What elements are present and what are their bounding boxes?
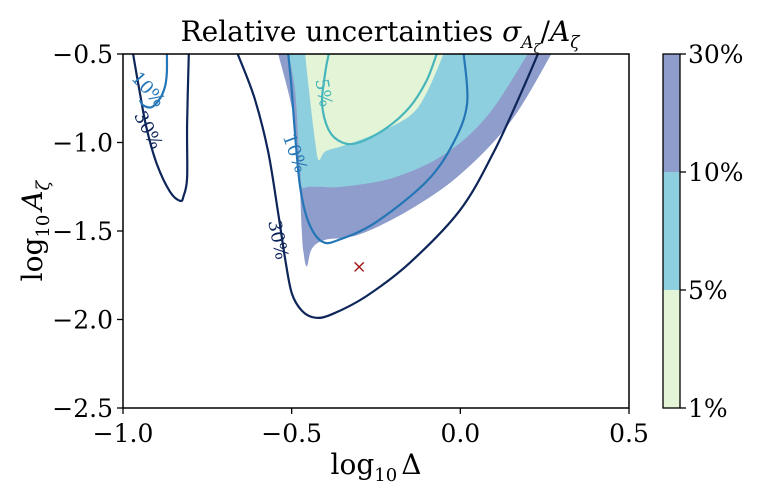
contour-line-1 bbox=[236, 54, 539, 319]
filled-region-2 bbox=[305, 54, 444, 161]
colorbar-frame bbox=[662, 53, 681, 409]
fiducial-marker: × bbox=[352, 256, 367, 277]
contour-line-0 bbox=[132, 54, 190, 203]
colorbar: 1% 5% 10% 30% bbox=[662, 40, 744, 423]
colorbar-tick-label-3: 30% bbox=[688, 40, 744, 69]
colorbar-tick-label-0: 1% bbox=[688, 394, 728, 423]
contour-line-4 bbox=[320, 54, 438, 146]
chart-title: Relative uncertainties σAζ/Aζ bbox=[181, 15, 582, 57]
fiducial-marker-layer: × bbox=[352, 256, 367, 277]
y-tick-label-1: −1.0 bbox=[52, 129, 113, 158]
colorbar-segment-2 bbox=[663, 54, 680, 172]
x-tick-label-1: −0.5 bbox=[261, 419, 322, 448]
x-axis-label: log10 Δ bbox=[331, 448, 422, 486]
x-tick-label-0: −1.0 bbox=[93, 419, 154, 448]
colorbar-tick-label-2: 10% bbox=[688, 158, 744, 187]
contour-lines bbox=[132, 54, 539, 319]
x-tick-label-2: 0.0 bbox=[440, 419, 480, 448]
x-axis-ticks: −1.0 −0.5 0.0 0.5 bbox=[93, 408, 649, 448]
y-tick-label-0: −0.5 bbox=[52, 40, 113, 69]
y-tick-label-3: −2.0 bbox=[52, 306, 113, 335]
y-tick-label-2: −1.5 bbox=[52, 217, 113, 246]
y-tick-label-4: −2.5 bbox=[52, 394, 113, 423]
contour-label-4-0: 5% bbox=[310, 77, 336, 109]
y-axis-label: log10Aζ bbox=[16, 179, 54, 281]
x-tick-label-3: 0.5 bbox=[609, 419, 649, 448]
colorbar-segment-1 bbox=[663, 172, 680, 290]
colorbar-tick-label-1: 5% bbox=[688, 276, 728, 305]
filled-regions bbox=[278, 54, 552, 267]
contour-line-2 bbox=[287, 54, 469, 245]
y-axis-ticks: −0.5 −1.0 −1.5 −2.0 −2.5 bbox=[52, 40, 123, 423]
plot-area bbox=[132, 54, 552, 319]
colorbar-segment-0 bbox=[663, 290, 680, 408]
contour-line-3 bbox=[138, 54, 169, 109]
